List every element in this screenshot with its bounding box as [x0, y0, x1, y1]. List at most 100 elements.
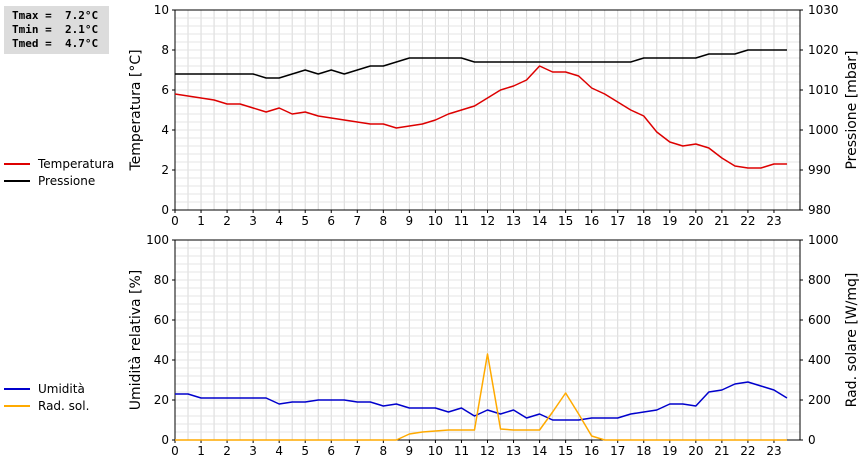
- x-tick-label: 2: [223, 444, 231, 458]
- x-tick-label: 12: [480, 214, 495, 228]
- x-tick-label: 7: [353, 444, 361, 458]
- x-tick-label: 1: [197, 214, 205, 228]
- x-tick-label: 7: [353, 214, 361, 228]
- y-tick-label: 40: [154, 353, 169, 367]
- x-tick-label: 4: [275, 214, 283, 228]
- y2-tick-label: 1010: [808, 83, 839, 97]
- x-tick-label: 3: [249, 444, 257, 458]
- legend-item-temperatura: Temperatura: [4, 155, 114, 172]
- x-tick-label: 18: [636, 214, 651, 228]
- x-tick-label: 20: [688, 444, 703, 458]
- legend-label-pressione: Pressione: [38, 173, 96, 188]
- x-tick-label: 2: [223, 214, 231, 228]
- x-tick-label: 23: [766, 214, 781, 228]
- y2-tick-label: 800: [808, 273, 831, 287]
- chart-1: 0 1 2 3 4 5 6 7 8 9 10 11 12 13 14 15 16 17 18 19 20 21 22 2302…: [128, 3, 860, 228]
- legend-top: Temperatura Pressione: [4, 155, 114, 189]
- legend-label-radsol: Rad. sol.: [38, 398, 90, 413]
- x-tick-label: 22: [740, 214, 755, 228]
- x-tick-label: 23: [766, 444, 781, 458]
- legend-item-pressione: Pressione: [4, 172, 114, 189]
- series-line-pressione: [175, 49, 787, 79]
- y-tick-label: 10: [154, 3, 169, 17]
- x-tick-label: 17: [610, 444, 625, 458]
- x-tick-label: 12: [480, 444, 495, 458]
- y-tick-label: 4: [161, 123, 169, 137]
- legend-item-radsol: Rad. sol.: [4, 397, 89, 414]
- y2-tick-label: 1020: [808, 43, 839, 57]
- x-tick-label: 13: [506, 444, 521, 458]
- y2-axis-label: Pressione [mbar]: [844, 50, 860, 169]
- x-tick-label: 1: [197, 444, 205, 458]
- x-tick-label: 11: [454, 214, 469, 228]
- y-axis-label: Umidità relativa [%]: [128, 270, 144, 411]
- y-tick-label: 100: [146, 233, 169, 247]
- stats-box: Tmax = 7.2°C Tmin = 2.1°C Tmed = 4.7°C: [4, 6, 109, 54]
- y2-tick-label: 0: [808, 433, 816, 447]
- x-tick-label: 9: [406, 444, 414, 458]
- y2-tick-label: 990: [808, 163, 831, 177]
- y2-tick-label: 1000: [808, 233, 839, 247]
- x-tick-label: 16: [584, 444, 599, 458]
- x-tick-label: 4: [275, 444, 283, 458]
- legend-label-temperatura: Temperatura: [38, 156, 115, 171]
- legend-bottom: Umidità Rad. sol.: [4, 380, 89, 414]
- x-tick-label: 8: [380, 214, 388, 228]
- y2-tick-label: 980: [808, 203, 831, 217]
- legend-swatch-radsol: [4, 404, 30, 407]
- x-tick-label: 19: [662, 444, 677, 458]
- y2-tick-label: 600: [808, 313, 831, 327]
- tmin-label: Tmin = 2.1°C: [12, 23, 99, 36]
- y-tick-label: 8: [161, 43, 169, 57]
- y-tick-label: 60: [154, 313, 169, 327]
- x-tick-label: 22: [740, 444, 755, 458]
- x-tick-label: 10: [428, 214, 443, 228]
- x-tick-label: 10: [428, 444, 443, 458]
- y2-tick-label: 1000: [808, 123, 839, 137]
- legend-swatch-pressione: [4, 179, 30, 182]
- legend-swatch-temperatura: [4, 162, 30, 165]
- x-tick-label: 8: [380, 444, 388, 458]
- legend-label-umidita: Umidità: [38, 381, 85, 396]
- x-tick-label: 21: [714, 444, 729, 458]
- y-tick-label: 80: [154, 273, 169, 287]
- x-tick-label: 17: [610, 214, 625, 228]
- x-tick-label: 6: [327, 444, 335, 458]
- y-tick-label: 2: [161, 163, 169, 177]
- x-tick-label: 15: [558, 214, 573, 228]
- chart-2: 0 1 2 3 4 5 6 7 8 9 10 11 12 13 14 15 16 17 18 19 20 21 22 2302…: [128, 233, 860, 458]
- series-line-temperatura: [174, 65, 787, 169]
- x-tick-label: 19: [662, 214, 677, 228]
- x-tick-label: 5: [301, 214, 309, 228]
- x-tick-label: 14: [532, 214, 547, 228]
- y-axis-label: Temperatura [°C]: [128, 49, 144, 171]
- x-tick-label: 18: [636, 444, 651, 458]
- series-line-rad-sol-: [175, 353, 787, 441]
- y-tick-label: 20: [154, 393, 169, 407]
- y-tick-label: 6: [161, 83, 169, 97]
- series-line-umidit-: [175, 381, 788, 421]
- x-tick-label: 11: [454, 444, 469, 458]
- x-tick-label: 6: [327, 214, 335, 228]
- x-tick-label: 3: [249, 214, 257, 228]
- x-tick-label: 21: [714, 214, 729, 228]
- x-tick-label: 13: [506, 214, 521, 228]
- tmed-label: Tmed = 4.7°C: [12, 37, 99, 50]
- y-tick-label: 0: [161, 203, 169, 217]
- y-tick-label: 0: [161, 433, 169, 447]
- y2-tick-label: 200: [808, 393, 831, 407]
- x-tick-label: 16: [584, 214, 599, 228]
- legend-item-umidita: Umidità: [4, 380, 89, 397]
- x-tick-label: 15: [558, 444, 573, 458]
- tmax-label: Tmax = 7.2°C: [12, 9, 99, 22]
- x-tick-label: 20: [688, 214, 703, 228]
- x-tick-label: 5: [301, 444, 309, 458]
- x-tick-label: 14: [532, 444, 547, 458]
- y2-tick-label: 1030: [808, 3, 839, 17]
- x-tick-label: 0: [171, 444, 179, 458]
- x-tick-label: 0: [171, 214, 179, 228]
- y2-tick-label: 400: [808, 353, 831, 367]
- y2-axis-label: Rad. solare [W/mq]: [844, 273, 860, 408]
- legend-swatch-umidita: [4, 387, 30, 390]
